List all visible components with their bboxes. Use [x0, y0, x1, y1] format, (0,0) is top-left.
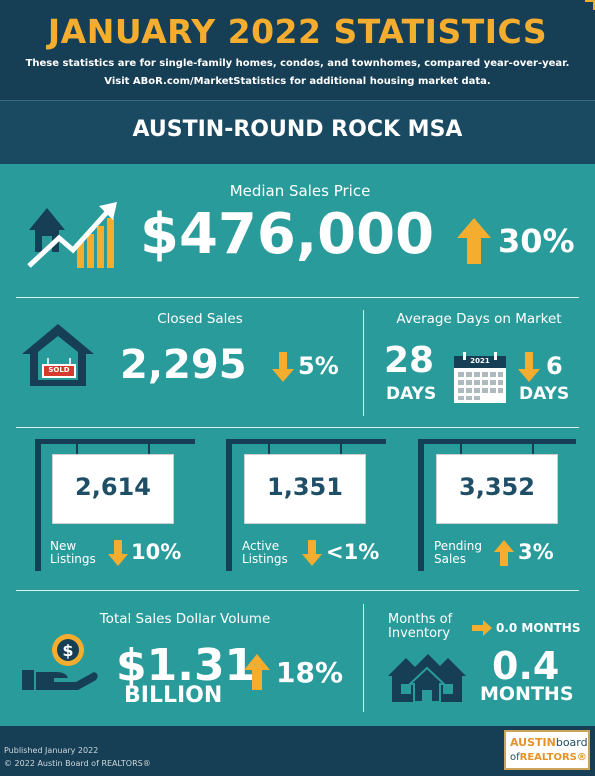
money-hand-icon: $ — [22, 634, 98, 690]
corner-accent — [585, 0, 595, 10]
sign-post — [148, 444, 150, 454]
header: JANUARY 2022 STATISTICS These statistics… — [0, 0, 595, 100]
region-title: AUSTIN-ROUND ROCK MSA — [132, 117, 463, 142]
sales-volume-label: Total Sales Dollar Volume — [99, 611, 271, 627]
median-price-change: 30% — [498, 222, 575, 260]
logo-word-of: of — [510, 752, 520, 763]
subtitle-line-2: Visit ABoR.com/MarketStatistics for addi… — [104, 76, 491, 87]
active-listings-sign: 1,351 — [244, 454, 366, 524]
sales-volume-value: $1.31 — [116, 640, 256, 691]
arrow-up-icon — [494, 540, 514, 566]
sign-post — [35, 439, 41, 571]
new-listings-value: 2,614 — [75, 473, 151, 501]
active-listings-change: <1% — [326, 540, 380, 564]
days-on-market-label: Average Days on Market — [396, 311, 562, 327]
median-price-label: Median Sales Price — [229, 182, 371, 200]
logo-word-board: board — [555, 736, 588, 749]
banner-divider — [0, 158, 595, 164]
pending-sales-label: Pending Sales — [434, 540, 482, 566]
days-on-market-change-unit: DAYS — [519, 384, 570, 404]
published-date: Published January 2022 — [4, 746, 99, 755]
sign-post — [418, 439, 576, 444]
abor-logo: AUSTINboard ofREALTORS® — [504, 730, 590, 770]
new-listings-sign: 2,614 — [52, 454, 174, 524]
arrow-down-icon — [272, 352, 294, 382]
active-listings-label-line1: Active — [242, 539, 280, 553]
neighborhood-houses-icon — [388, 654, 466, 703]
inventory-label-line2: Inventory — [388, 626, 451, 641]
divider — [16, 590, 579, 591]
sign-post — [35, 439, 195, 444]
logo-line-1: AUSTINboard — [510, 736, 588, 749]
copyright: © 2022 Austin Board of REALTORS® — [4, 759, 151, 768]
sold-sign-text: SOLD — [48, 366, 70, 374]
closed-sales-value: 2,295 — [120, 342, 247, 388]
divider — [16, 427, 579, 428]
arrow-down-icon — [302, 540, 322, 566]
sign-post — [460, 444, 462, 454]
region-banner: AUSTIN-ROUND ROCK MSA — [0, 100, 595, 159]
sign-post — [418, 439, 424, 571]
new-listings-change: 10% — [131, 540, 182, 564]
arrow-up-icon — [244, 654, 270, 690]
new-listings-label: New Listings — [50, 540, 96, 566]
calendar-icon — [454, 352, 506, 403]
sign-post — [226, 439, 232, 571]
divider-vertical — [363, 310, 364, 416]
house-growth-icon — [27, 202, 117, 268]
divider-vertical — [363, 604, 364, 712]
pending-sales-label-line2: Sales — [434, 552, 466, 566]
sign-post — [340, 444, 342, 454]
closed-sales-change: 5% — [298, 352, 339, 380]
days-on-market-value: 28 — [384, 340, 435, 381]
sales-volume-unit: BILLION — [124, 683, 223, 708]
sold-house-icon — [22, 324, 94, 386]
subtitle-line-1: These statistics are for single-family h… — [25, 58, 570, 69]
pending-sales-label-line1: Pending — [434, 539, 482, 553]
logo-line-2: ofREALTORS® — [510, 752, 587, 763]
divider — [16, 297, 579, 298]
new-listings-label-line2: Listings — [50, 552, 96, 566]
new-listings-label-line1: New — [50, 539, 77, 553]
svg-text:$: $ — [62, 641, 73, 660]
footer: Published January 2022 © 2022 Austin Boa… — [0, 726, 595, 776]
inventory-unit: MONTHS — [480, 683, 574, 705]
logo-word-realtors: REALTORS® — [519, 752, 587, 763]
days-on-market-change: 6 — [546, 352, 563, 380]
inventory-label: Months of Inventory — [388, 613, 452, 641]
logo-word-austin: AUSTIN — [510, 736, 556, 749]
calendar-year: 2021 — [470, 357, 490, 365]
pending-sales-change: 3% — [518, 540, 554, 564]
active-listings-label: Active Listings — [242, 540, 288, 566]
arrow-right-icon — [472, 620, 492, 636]
sign-post — [76, 444, 78, 454]
sales-volume-change: 18% — [276, 656, 344, 689]
inventory-change: 0.0 MONTHS — [496, 621, 581, 635]
pending-sales-value: 3,352 — [459, 473, 535, 501]
active-listings-label-line2: Listings — [242, 552, 288, 566]
days-on-market-unit: DAYS — [386, 384, 437, 404]
median-price-value: $476,000 — [140, 202, 435, 267]
inventory-label-line1: Months of — [388, 612, 453, 627]
active-listings-value: 1,351 — [267, 473, 343, 501]
sign-post — [268, 444, 270, 454]
arrow-down-icon — [518, 352, 540, 382]
inventory-value: 0.4 — [492, 644, 560, 688]
page-title: JANUARY 2022 STATISTICS — [47, 12, 548, 51]
closed-sales-label: Closed Sales — [157, 311, 243, 327]
arrow-up-icon — [457, 218, 491, 264]
arrow-down-icon — [108, 540, 128, 566]
sign-post — [532, 444, 534, 454]
sign-post — [226, 439, 386, 444]
pending-sales-sign: 3,352 — [436, 454, 558, 524]
